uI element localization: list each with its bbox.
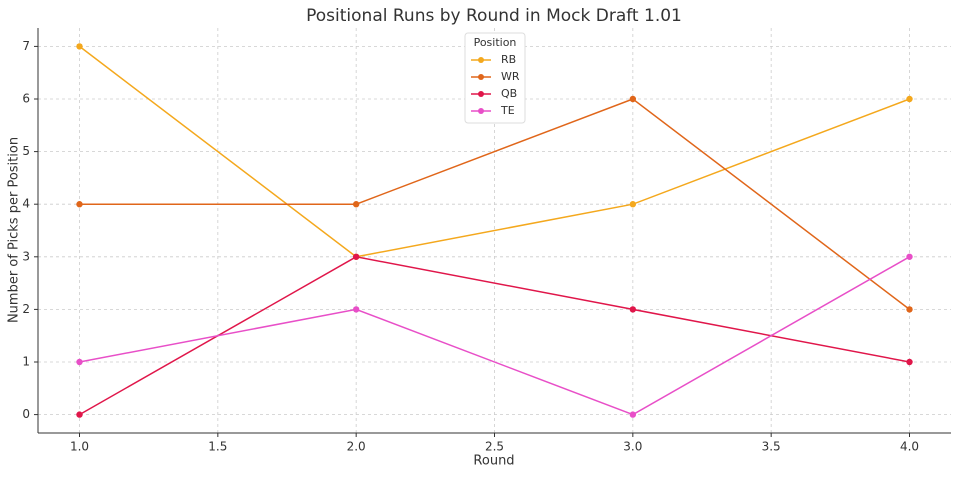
point	[629, 201, 637, 208]
point	[352, 201, 360, 208]
point	[629, 95, 637, 103]
y-tick-label: 1	[22, 354, 30, 368]
x-axis-label: Round	[473, 454, 514, 469]
y-tick-label: 5	[22, 144, 30, 158]
point	[906, 253, 913, 260]
y-tick-label: 3	[22, 249, 30, 263]
point	[906, 95, 913, 103]
x-tick-label: 2.0	[347, 440, 366, 454]
legend-marker	[478, 57, 484, 63]
x-tick-label: 4.0	[900, 440, 919, 454]
x-tick-label: 1.5	[208, 440, 227, 454]
point	[76, 43, 83, 50]
point	[76, 411, 83, 418]
point	[906, 358, 913, 366]
legend-label: TE	[500, 104, 515, 117]
chart-title: Positional Runs by Round in Mock Draft 1…	[306, 6, 682, 26]
x-tick-label: 2.5	[485, 440, 504, 454]
y-tick-label: 2	[22, 302, 30, 316]
point	[76, 201, 83, 208]
x-tick-label: 1.0	[70, 440, 89, 454]
y-axis-label: Number of Picks per Position	[7, 137, 22, 323]
series-line	[79, 256, 910, 416]
legend-title: Position	[474, 36, 517, 49]
y-tick-label: 7	[22, 39, 30, 53]
point	[352, 253, 360, 260]
point	[629, 306, 637, 313]
legend-marker	[478, 91, 484, 97]
y-tick-label: 4	[22, 197, 30, 211]
point	[76, 358, 83, 366]
legend-marker	[478, 74, 484, 80]
legend-marker	[478, 108, 484, 114]
point	[906, 306, 913, 313]
series-line	[79, 98, 910, 310]
series-line	[79, 45, 910, 258]
legend-label: RB	[501, 53, 516, 66]
legend-box	[464, 32, 526, 124]
legend-label: WR	[501, 70, 520, 83]
point	[352, 306, 360, 313]
y-tick-label: 0	[22, 407, 30, 421]
x-tick-label: 3.5	[762, 440, 781, 454]
legend-label: QB	[501, 87, 517, 100]
y-tick-label: 6	[22, 92, 30, 106]
point	[629, 411, 637, 418]
x-tick-label: 3.0	[623, 440, 642, 454]
